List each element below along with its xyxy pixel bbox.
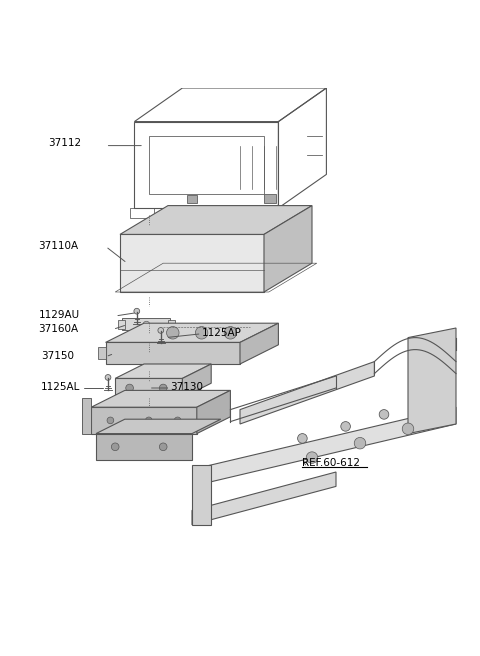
Text: 37112: 37112 xyxy=(48,138,81,148)
Circle shape xyxy=(224,327,237,339)
Text: 37160A: 37160A xyxy=(38,325,79,335)
Polygon shape xyxy=(182,364,211,398)
Circle shape xyxy=(402,423,414,434)
Polygon shape xyxy=(91,390,230,407)
Text: 1129AU: 1129AU xyxy=(38,310,80,320)
Circle shape xyxy=(159,443,167,451)
Circle shape xyxy=(159,384,167,392)
Polygon shape xyxy=(192,465,211,525)
Circle shape xyxy=(134,308,140,314)
Circle shape xyxy=(354,438,366,449)
Bar xyxy=(264,194,276,203)
Text: 37130: 37130 xyxy=(170,382,204,392)
Text: 1125AP: 1125AP xyxy=(202,328,241,338)
Polygon shape xyxy=(240,361,374,424)
Bar xyxy=(118,320,125,329)
Text: REF.60-612: REF.60-612 xyxy=(302,459,360,468)
Circle shape xyxy=(298,434,307,443)
Polygon shape xyxy=(408,328,456,434)
Polygon shape xyxy=(106,323,278,342)
Bar xyxy=(106,342,240,364)
Polygon shape xyxy=(197,390,230,434)
Bar xyxy=(91,407,197,434)
Polygon shape xyxy=(264,205,312,292)
Circle shape xyxy=(158,327,164,333)
Bar xyxy=(168,320,175,329)
Circle shape xyxy=(379,409,389,419)
Circle shape xyxy=(174,417,181,424)
Polygon shape xyxy=(98,347,106,359)
Polygon shape xyxy=(202,407,456,484)
Text: 1125AL: 1125AL xyxy=(41,382,80,392)
Bar xyxy=(187,195,197,203)
Polygon shape xyxy=(240,323,278,364)
Text: 37110A: 37110A xyxy=(38,241,79,251)
Circle shape xyxy=(195,327,208,339)
Circle shape xyxy=(105,375,111,380)
Text: 37150: 37150 xyxy=(41,351,74,361)
Circle shape xyxy=(111,443,119,451)
Polygon shape xyxy=(115,364,211,379)
Polygon shape xyxy=(82,398,91,434)
Polygon shape xyxy=(120,205,312,234)
Circle shape xyxy=(341,422,350,431)
Circle shape xyxy=(167,327,179,339)
Bar xyxy=(96,434,192,460)
Circle shape xyxy=(145,417,152,424)
Polygon shape xyxy=(96,419,221,434)
Bar xyxy=(122,318,170,331)
Circle shape xyxy=(107,417,114,424)
Circle shape xyxy=(126,384,133,392)
Bar xyxy=(115,379,182,398)
Polygon shape xyxy=(192,472,336,525)
Circle shape xyxy=(306,452,318,463)
Polygon shape xyxy=(120,234,264,292)
